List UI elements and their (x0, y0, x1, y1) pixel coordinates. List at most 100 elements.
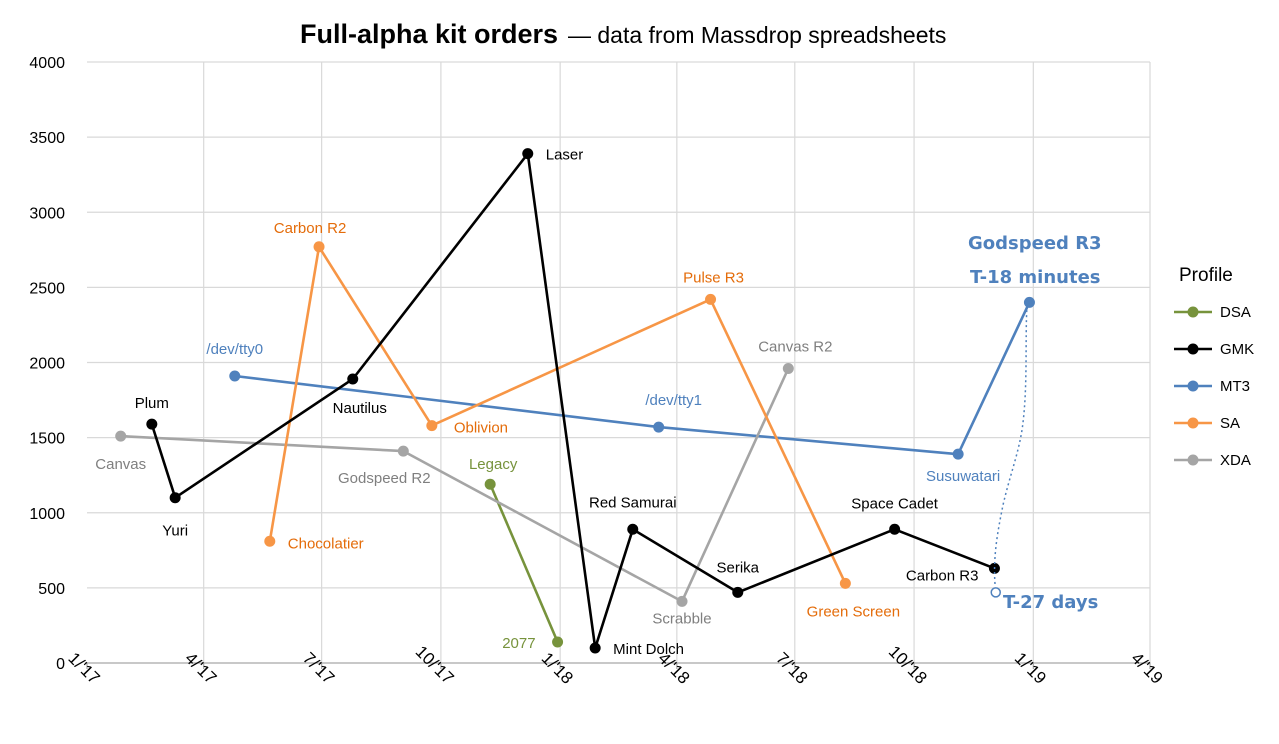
data-point-plum (146, 418, 158, 430)
y-tick-label: 4000 (29, 55, 65, 72)
data-point-godspeed-r2 (397, 445, 409, 457)
series-dsa: Legacy 2077 (469, 456, 564, 652)
legend-item-sa: SA (1174, 415, 1240, 432)
data-label-nautilus: Nautilus (333, 400, 387, 417)
data-label-scrabble: Scrabble (652, 610, 711, 627)
legend-item-gmk: GMK (1174, 341, 1254, 358)
data-label-oblivion: Oblivion (454, 420, 508, 437)
data-point-green-screen (839, 577, 851, 589)
x-tick-label: 7/'17 (299, 649, 338, 688)
data-point-carbon-r2 (313, 241, 325, 253)
data-label-canvas-r2: Canvas R2 (758, 339, 832, 356)
data-label-susuwatari: Susuwatari (926, 468, 1000, 485)
y-tick-labels: 0 500 1000 1500 2000 2500 3000 3500 4000 (29, 55, 65, 673)
axes (86, 662, 1151, 669)
data-point-scrabble (676, 595, 688, 607)
data-point-nautilus (347, 373, 359, 385)
annotation-godspeed-r3: Godspeed R3 T-18 minutes (968, 233, 1102, 288)
data-point-mint-dolch (589, 642, 601, 654)
y-tick-label: 2000 (29, 356, 65, 373)
data-label-legacy: Legacy (469, 456, 518, 473)
series-line-mt3 (234, 301, 1031, 456)
x-tick-label: 1/'19 (1011, 649, 1050, 688)
annotation-marker (990, 587, 1001, 598)
data-label-2077: 2077 (502, 635, 535, 652)
data-point-legacy (484, 478, 496, 490)
legend-label: SA (1220, 415, 1240, 432)
series-sa: Chocolatier Carbon R2 Oblivion Pulse R3 Gree… (264, 220, 900, 620)
data-point-space-cadet (889, 523, 901, 535)
legend-title: Profile (1179, 265, 1233, 286)
annotation-t-27-days-text: T-27 days (1003, 592, 1098, 613)
y-tick-label: 500 (38, 581, 65, 598)
data-point-canvas-r2 (782, 363, 794, 375)
annotation-dotted-connector (993, 304, 1028, 585)
x-tick-label: 4/'19 (1127, 649, 1166, 688)
annotation-godspeed-r3-line1: Godspeed R3 (968, 233, 1102, 254)
legend-label: MT3 (1220, 378, 1250, 395)
data-label-green-screen: Green Screen (807, 603, 900, 620)
data-label-canvas: Canvas (95, 456, 146, 473)
legend-swatch-marker (1187, 417, 1199, 429)
data-point-yuri (169, 492, 181, 504)
data-point-dev-tty0 (229, 370, 241, 382)
data-label-plum: Plum (135, 395, 169, 412)
y-tick-label: 1000 (29, 506, 65, 523)
series-gmk: Plum Yuri Nautilus Laser Mint Dolch Red Samur… (135, 147, 1000, 658)
data-point-pulse-r3 (705, 293, 717, 305)
legend-label: XDA (1220, 452, 1251, 469)
y-tick-label: 2500 (29, 280, 65, 297)
legend-swatch-marker (1187, 380, 1199, 392)
legend-swatch-marker (1187, 343, 1199, 355)
data-label-dev-tty1: /dev/tty1 (645, 392, 702, 409)
data-label-chocolatier: Chocolatier (288, 535, 364, 552)
x-tick-label: 10/'17 (412, 642, 458, 688)
data-point-dev-tty1 (653, 421, 665, 433)
legend-item-mt3: MT3 (1174, 378, 1250, 395)
x-tick-label: 7/'18 (772, 649, 811, 688)
data-point-oblivion (426, 420, 438, 432)
data-point-susuwatari (952, 448, 964, 460)
legend-item-dsa: DSA (1174, 304, 1251, 321)
x-tick-label: 10/'18 (885, 642, 931, 688)
series: Legacy 2077/dev/tty0/dev/tty1 Susuwatari Ca… (95, 147, 1035, 658)
annotation-godspeed-r3-line2: T-18 minutes (970, 267, 1101, 288)
legend-label: DSA (1220, 304, 1251, 321)
series-mt3: /dev/tty0/dev/tty1 Susuwatari (206, 296, 1035, 485)
x-tick-label: 1/'18 (538, 649, 577, 688)
grid (87, 61, 1151, 663)
data-label-godspeed-r2: Godspeed R2 (338, 470, 431, 487)
data-label-dev-tty0: /dev/tty0 (206, 341, 263, 358)
data-label-serika: Serika (716, 559, 759, 576)
data-point-laser (522, 148, 534, 160)
annotation-t-27-days: T-27 days (990, 304, 1098, 613)
y-tick-label: 3000 (29, 205, 65, 222)
data-point-red-samurai (627, 523, 639, 535)
chart-subtitle: — data from Massdrop spreadsheets (568, 22, 946, 48)
legend: Profile DSA GMK MT3 SA XDA (1174, 265, 1254, 469)
legend-swatch-marker (1187, 306, 1199, 318)
data-label-yuri: Yuri (162, 523, 188, 540)
data-point-2077 (552, 636, 564, 648)
legend-item-xda: XDA (1174, 452, 1251, 469)
legend-label: GMK (1220, 341, 1254, 358)
legend-items: DSA GMK MT3 SA XDA (1174, 304, 1254, 469)
data-point-godspeed-r3 (1023, 296, 1035, 308)
series-xda: Canvas Godspeed R2 Scrabble Canvas R2 (95, 339, 832, 628)
x-tick-label: 1/'17 (64, 649, 103, 688)
data-label-red-samurai: Red Samurai (589, 494, 677, 511)
data-label-laser: Laser (546, 147, 584, 164)
data-label-carbon-r2: Carbon R2 (274, 220, 347, 237)
data-point-canvas (115, 430, 127, 442)
series-line-xda (120, 367, 790, 603)
chart-title: Full-alpha kit orders (300, 19, 558, 49)
series-line-dsa (489, 483, 559, 643)
legend-swatch-marker (1187, 454, 1199, 466)
data-label-mint-dolch: Mint Dolch (613, 641, 684, 658)
data-label-pulse-r3: Pulse R3 (683, 269, 744, 286)
data-label-space-cadet: Space Cadet (851, 495, 939, 512)
y-tick-label: 0 (56, 656, 65, 673)
y-tick-label: 3500 (29, 130, 65, 147)
data-point-serika (732, 586, 744, 598)
